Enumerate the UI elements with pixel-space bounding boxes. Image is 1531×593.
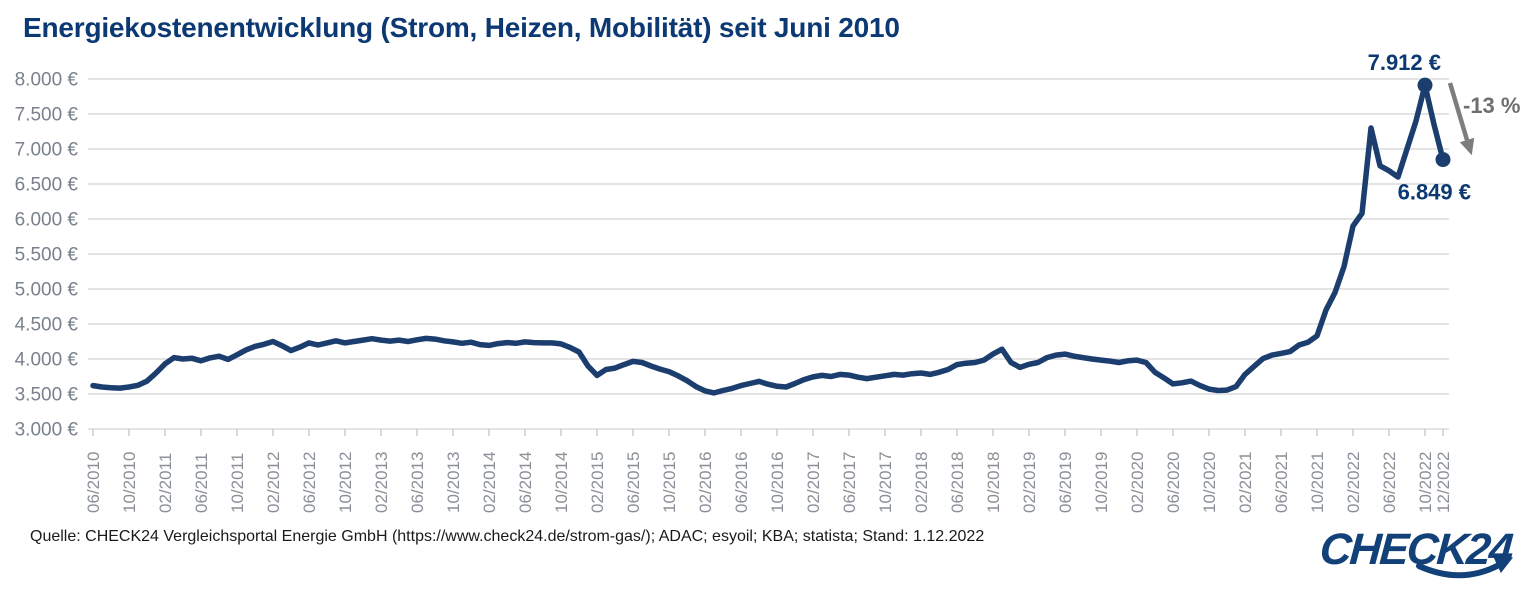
x-axis-label: 02/2012 bbox=[264, 452, 283, 513]
x-axis-label: 10/2012 bbox=[336, 452, 355, 513]
y-axis-label: 7.000 € bbox=[15, 140, 79, 161]
x-axis-label: 02/2011 bbox=[156, 453, 175, 513]
y-axis-label: 6.000 € bbox=[15, 210, 79, 231]
x-axis-label: 02/2021 bbox=[1236, 452, 1255, 513]
x-axis-label: 02/2020 bbox=[1128, 452, 1147, 513]
x-axis-label: 10/2016 bbox=[768, 452, 787, 513]
decline-arrow-head bbox=[1459, 137, 1475, 156]
x-axis-label: 10/2020 bbox=[1200, 452, 1219, 513]
x-axis-label: 06/2018 bbox=[948, 452, 967, 513]
x-axis-label: 02/2014 bbox=[480, 452, 499, 513]
latest-value-label: 6.849 € bbox=[1398, 180, 1471, 205]
x-axis-label: 06/2017 bbox=[840, 452, 859, 513]
x-axis-label: 06/2022 bbox=[1380, 452, 1399, 513]
x-axis-label: 10/2019 bbox=[1092, 452, 1111, 513]
y-axis-label: 5.000 € bbox=[15, 280, 79, 301]
page-title: Energiekostenentwicklung (Strom, Heizen,… bbox=[23, 12, 900, 43]
x-axis-label: 02/2022 bbox=[1344, 452, 1363, 513]
x-axis-label: 06/2016 bbox=[732, 452, 751, 513]
x-axis-label: 02/2015 bbox=[588, 452, 607, 513]
x-axis-label: 02/2017 bbox=[804, 452, 823, 513]
x-axis-label: 10/2011 bbox=[228, 453, 247, 513]
check24-smile-arrow-icon bbox=[1416, 557, 1513, 579]
x-axis-label: 06/2015 bbox=[624, 452, 643, 513]
x-axis-label: 02/2016 bbox=[696, 452, 715, 513]
y-axis-label: 6.500 € bbox=[15, 175, 79, 196]
x-axis-label: 06/2011 bbox=[192, 453, 211, 513]
energy-cost-line bbox=[90, 82, 1446, 396]
latest-marker bbox=[1435, 152, 1451, 168]
y-axis-label: 3.000 € bbox=[15, 420, 79, 441]
decline-arrow bbox=[1447, 82, 1470, 141]
x-axis-label: 10/2022 bbox=[1416, 452, 1435, 513]
y-axis-label: 3.500 € bbox=[15, 385, 79, 406]
x-axis-label: 06/2014 bbox=[516, 452, 535, 513]
x-axis-label: 02/2019 bbox=[1020, 452, 1039, 513]
x-axis-label: 12/2022 bbox=[1434, 452, 1453, 513]
x-axis-label: 10/2018 bbox=[984, 452, 1003, 513]
x-axis-label: 10/2013 bbox=[444, 452, 463, 513]
x-axis-label: 06/2012 bbox=[300, 452, 319, 513]
y-axis-label: 4.000 € bbox=[15, 350, 79, 371]
y-axis-label: 4.500 € bbox=[15, 315, 79, 336]
x-axis-label: 02/2013 bbox=[372, 452, 391, 513]
x-axis-label: 10/2010 bbox=[120, 452, 139, 513]
change-percent-label: -13 % bbox=[1463, 93, 1520, 118]
y-axis-label: 7.500 € bbox=[15, 105, 79, 126]
x-axis-label: 10/2014 bbox=[552, 452, 571, 513]
x-axis-label: 02/2018 bbox=[912, 452, 931, 513]
x-axis-label: 10/2017 bbox=[876, 452, 895, 513]
x-axis-label: 06/2019 bbox=[1056, 452, 1075, 513]
x-axis-label: 10/2021 bbox=[1308, 452, 1327, 513]
peak-value-label: 7.912 € bbox=[1368, 50, 1441, 75]
x-axis-label: 10/2015 bbox=[660, 452, 679, 513]
x-axis-label: 06/2020 bbox=[1164, 452, 1183, 513]
y-axis-label: 5.500 € bbox=[15, 245, 79, 266]
x-axis-label: 06/2010 bbox=[84, 452, 103, 513]
source-note: Quelle: CHECK24 Vergleichsportal Energie… bbox=[30, 528, 985, 545]
check24-logo: CHECK24 bbox=[1307, 525, 1517, 583]
x-axis-label: 06/2013 bbox=[408, 452, 427, 513]
peak-marker bbox=[1417, 77, 1433, 93]
y-axis-label: 8.000 € bbox=[15, 70, 79, 91]
x-axis-label: 06/2021 bbox=[1272, 452, 1291, 513]
